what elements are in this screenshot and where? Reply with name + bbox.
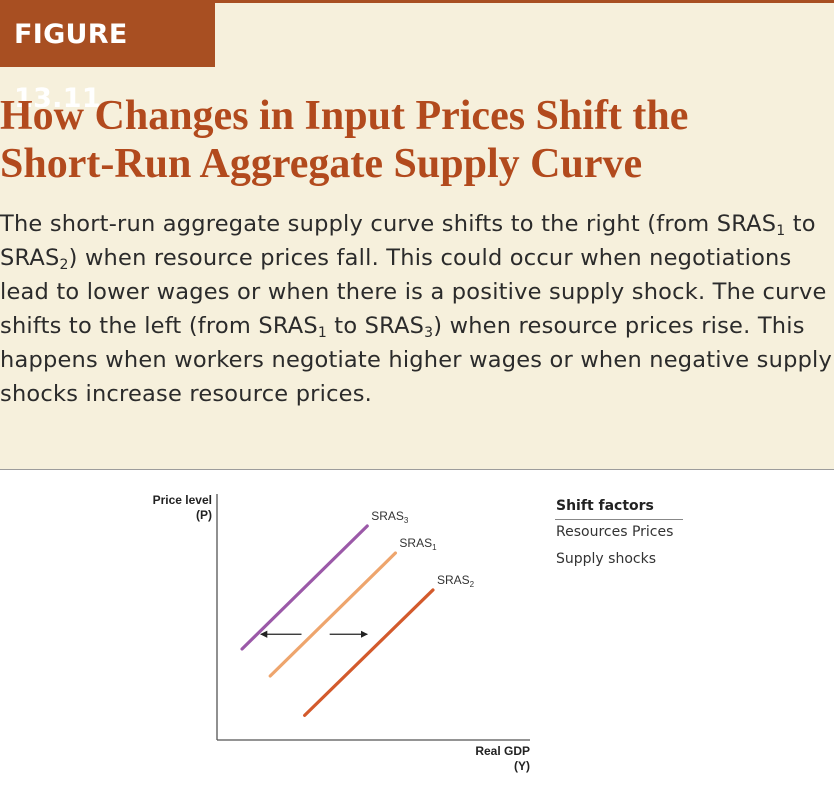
series-label-sras2: SRAS2 [437,573,475,589]
legend-title: Shift factors [556,498,654,514]
figure-caption: The short-run aggregate supply curve shi… [0,211,833,407]
legend-rule [555,519,683,520]
series-line-sras1 [268,551,398,678]
legend-item-supply-shocks: Supply shocks [556,551,656,567]
series-line-sras3 [240,524,369,651]
y-axis-label: Price level (P) [153,493,212,522]
series-label-sras1: SRAS1 [399,536,437,552]
series-line-sras2 [303,588,435,718]
figure-label: FIGURE 13.11 [0,3,215,114]
figure-title: How Changes in Input Prices Shift the Sho… [0,93,689,187]
x-axis-label: Real GDP (Y) [475,744,530,773]
section-divider [0,469,834,470]
series-label-sras3: SRAS3 [371,509,409,525]
chart-panel [0,470,834,798]
legend-item-resource-prices: Resources Prices [556,524,674,540]
top-rule [0,0,834,3]
